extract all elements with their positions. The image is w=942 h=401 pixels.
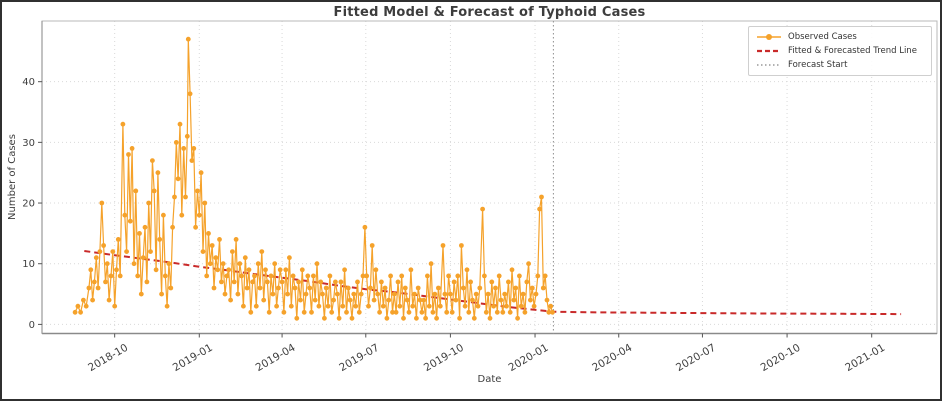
forecast-start-swatch-icon (757, 64, 781, 66)
x-tick-label: 2019-07 (337, 342, 381, 374)
x-tick-label: 2020-07 (674, 342, 718, 374)
legend-item-observed: Observed Cases (756, 31, 924, 43)
y-tick-label: 20 (22, 199, 35, 210)
y-tick-label: 30 (22, 138, 35, 149)
chart-title: Fitted Model & Forecast of Typhoid Cases (333, 5, 646, 20)
legend-label-observed: Observed Cases (788, 32, 857, 42)
x-tick-label: 2020-04 (590, 342, 634, 374)
x-tick-label: 2019-10 (422, 342, 466, 374)
legend-item-forecast: Forecast Start (756, 59, 924, 71)
x-tick-label: 2019-04 (254, 342, 298, 374)
y-tick-label: 40 (22, 77, 35, 88)
legend: Observed Cases Fitted & Forecasted Trend… (748, 26, 932, 76)
observed-series-swatch-icon (757, 34, 781, 40)
x-axis-label: Date (477, 374, 502, 385)
x-tick-label: 2020-01 (507, 342, 551, 374)
observed-series-markers (72, 36, 555, 321)
x-tick-label: 2018-10 (86, 342, 130, 374)
legend-label-trend: Fitted & Forecasted Trend Line (788, 46, 917, 56)
legend-item-trend: Fitted & Forecasted Trend Line (756, 45, 924, 57)
y-tick-label: 10 (22, 259, 35, 270)
trend-line-swatch-icon (757, 49, 781, 53)
y-axis-ticks: 0 10 20 30 40 (22, 77, 42, 331)
x-tick-label: 2020-10 (759, 342, 803, 374)
axes-spines (41, 20, 938, 335)
x-axis-ticks: 2018-10 2019-01 2019-04 2019-07 2019-10 2020-… (86, 333, 887, 374)
y-tick-label: 0 (29, 320, 35, 331)
x-tick-label: 2021-01 (843, 342, 887, 374)
y-axis-label: Number of Cases (7, 134, 18, 220)
gridlines (42, 21, 937, 334)
x-tick-label: 2019-01 (171, 342, 215, 374)
legend-label-forecast: Forecast Start (788, 60, 848, 70)
